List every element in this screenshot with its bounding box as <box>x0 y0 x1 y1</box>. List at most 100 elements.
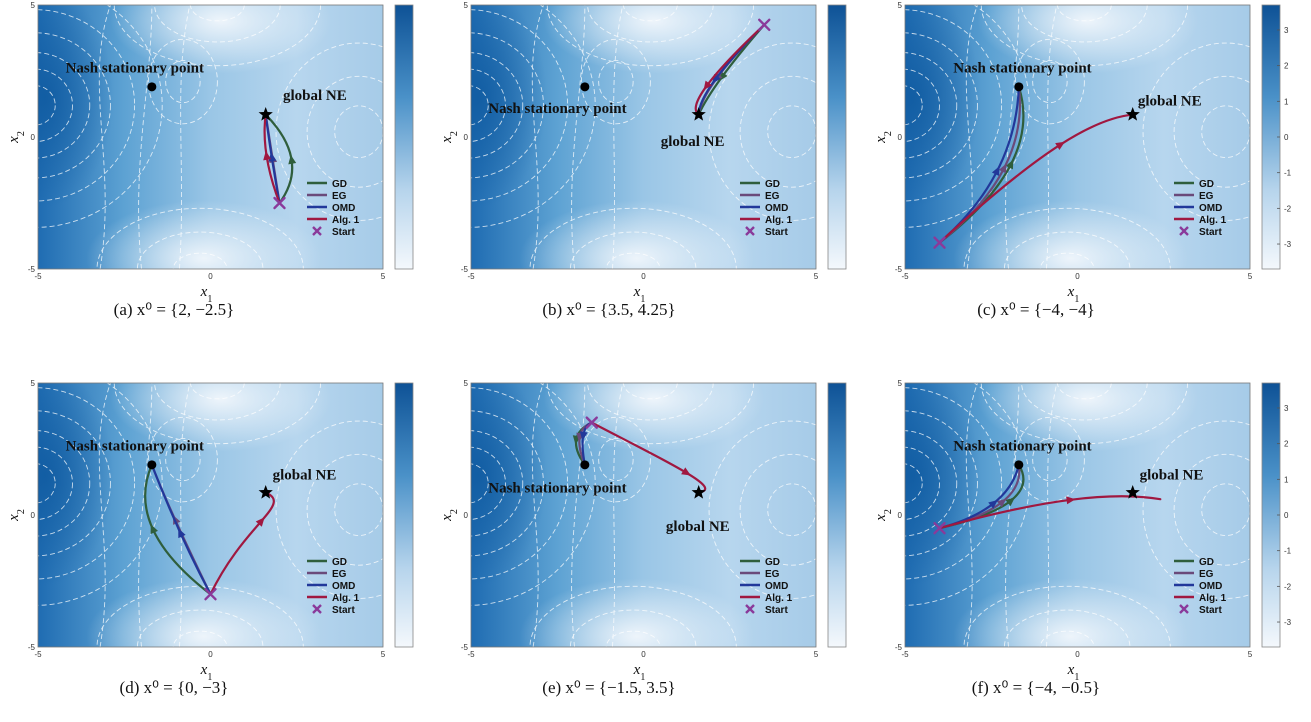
field-light-top <box>543 383 765 452</box>
panel-caption: (d) x⁰ = {0, −3} <box>120 678 229 697</box>
legend-label: Alg. 1 <box>765 593 793 604</box>
y-tick-label: -5 <box>461 643 469 652</box>
colorbar-tick-label: 3 <box>1284 404 1289 413</box>
legend-label: OMD <box>1199 203 1222 214</box>
contour-line <box>1032 437 1068 482</box>
contour-line <box>138 383 153 647</box>
trajectory-arrow-gd <box>288 154 297 165</box>
global-ne-marker <box>1125 485 1140 499</box>
trajectory-arrow-alg1 <box>263 150 272 161</box>
colorbar-tick-label: 2 <box>1284 62 1289 71</box>
contour-line <box>38 446 73 520</box>
contour-line <box>165 59 201 104</box>
contour-line <box>905 410 978 557</box>
contour-line <box>38 5 163 228</box>
legend-label: Alg. 1 <box>332 215 360 226</box>
colorbar-tick-label: -3 <box>1284 240 1292 249</box>
contour-line <box>571 5 586 269</box>
nash-stationary-point-marker <box>147 460 157 470</box>
legend-start-swatch <box>312 226 322 236</box>
colorbar <box>394 4 414 270</box>
global-ne-label: global NE <box>1138 93 1202 109</box>
y-axis-label: x2 <box>6 509 27 522</box>
colorbar-tick-label: -3 <box>1284 618 1292 627</box>
trajectory-arrow-alg1 <box>1055 141 1065 150</box>
nash-stationary-point-marker <box>580 460 590 470</box>
contour-line <box>113 383 321 445</box>
global-ne-marker <box>258 107 273 121</box>
colorbar-tick-label: 2 <box>1284 440 1289 449</box>
global-ne-label: global NE <box>273 467 337 483</box>
x-tick-label: -5 <box>34 650 42 659</box>
legend-label: EG <box>765 569 780 580</box>
contour-line <box>471 9 569 202</box>
contour-line <box>1057 5 1112 22</box>
plot-frame <box>904 382 1251 648</box>
legend-start-swatch <box>745 226 755 236</box>
y-tick-label: 0 <box>898 133 903 142</box>
y-tick-label: -5 <box>895 643 903 652</box>
contour-line <box>708 420 816 599</box>
global-ne-label: global NE <box>1140 467 1204 483</box>
contour-field <box>471 383 816 647</box>
contour-line <box>275 420 383 599</box>
x-tick-label: 0 <box>641 272 646 281</box>
start-marker <box>204 588 217 601</box>
trajectory-arrow-eg <box>996 498 1007 508</box>
nash-stationary-point-label: Nash stationary point <box>953 438 1091 454</box>
contour-line <box>905 463 923 504</box>
trajectories <box>938 85 1134 244</box>
trajectory-arrow-omd <box>178 528 186 539</box>
contour-line <box>38 387 136 580</box>
y-axis-label: x2 <box>439 509 460 522</box>
contour-line <box>739 75 816 188</box>
global-ne-marker <box>691 107 706 121</box>
field-light-top <box>977 5 1199 74</box>
contour-line <box>1005 383 1020 647</box>
contour-line <box>739 453 816 566</box>
trajectories <box>144 463 275 596</box>
colorbar <box>827 4 847 270</box>
contour-line <box>38 430 91 537</box>
legend-label: OMD <box>1199 581 1222 592</box>
legend-label: GD <box>332 179 347 190</box>
nash-stationary-point-label: Nash stationary point <box>66 60 204 76</box>
trajectory-arrow-gd <box>1005 497 1015 507</box>
contour-line <box>190 5 245 22</box>
contour-line <box>963 585 1171 647</box>
contour-line <box>905 446 940 520</box>
x-tick-label: 0 <box>208 272 213 281</box>
contour-line <box>905 68 940 142</box>
legend-label: EG <box>1199 191 1214 202</box>
y-tick-label: 5 <box>898 379 903 388</box>
contour-lines <box>905 5 1250 269</box>
legend-label: GD <box>1199 557 1214 568</box>
contour-line <box>980 383 1188 445</box>
y-tick-label: 5 <box>31 379 36 388</box>
contour-line <box>1032 59 1068 104</box>
legend-label: EG <box>1199 569 1214 580</box>
contour-line <box>598 437 634 482</box>
contour-line <box>965 383 978 647</box>
contour-line <box>1046 5 1058 269</box>
global-ne-label: global NE <box>661 134 725 150</box>
x-tick-label: -5 <box>467 650 475 659</box>
contour-line <box>1005 5 1020 269</box>
contour-line <box>306 75 383 188</box>
legend-start-swatch <box>1179 226 1189 236</box>
contour-line <box>546 5 754 67</box>
contour-line <box>598 59 634 104</box>
contour-line <box>306 453 383 566</box>
contour-line <box>38 383 163 606</box>
contour-line <box>471 463 489 504</box>
trajectories <box>938 463 1162 530</box>
contour-line <box>1173 75 1250 188</box>
contour-line <box>471 410 544 557</box>
y-axis-label: x2 <box>6 131 27 144</box>
contour-line <box>531 383 544 647</box>
x-tick-label: 5 <box>1248 272 1253 281</box>
